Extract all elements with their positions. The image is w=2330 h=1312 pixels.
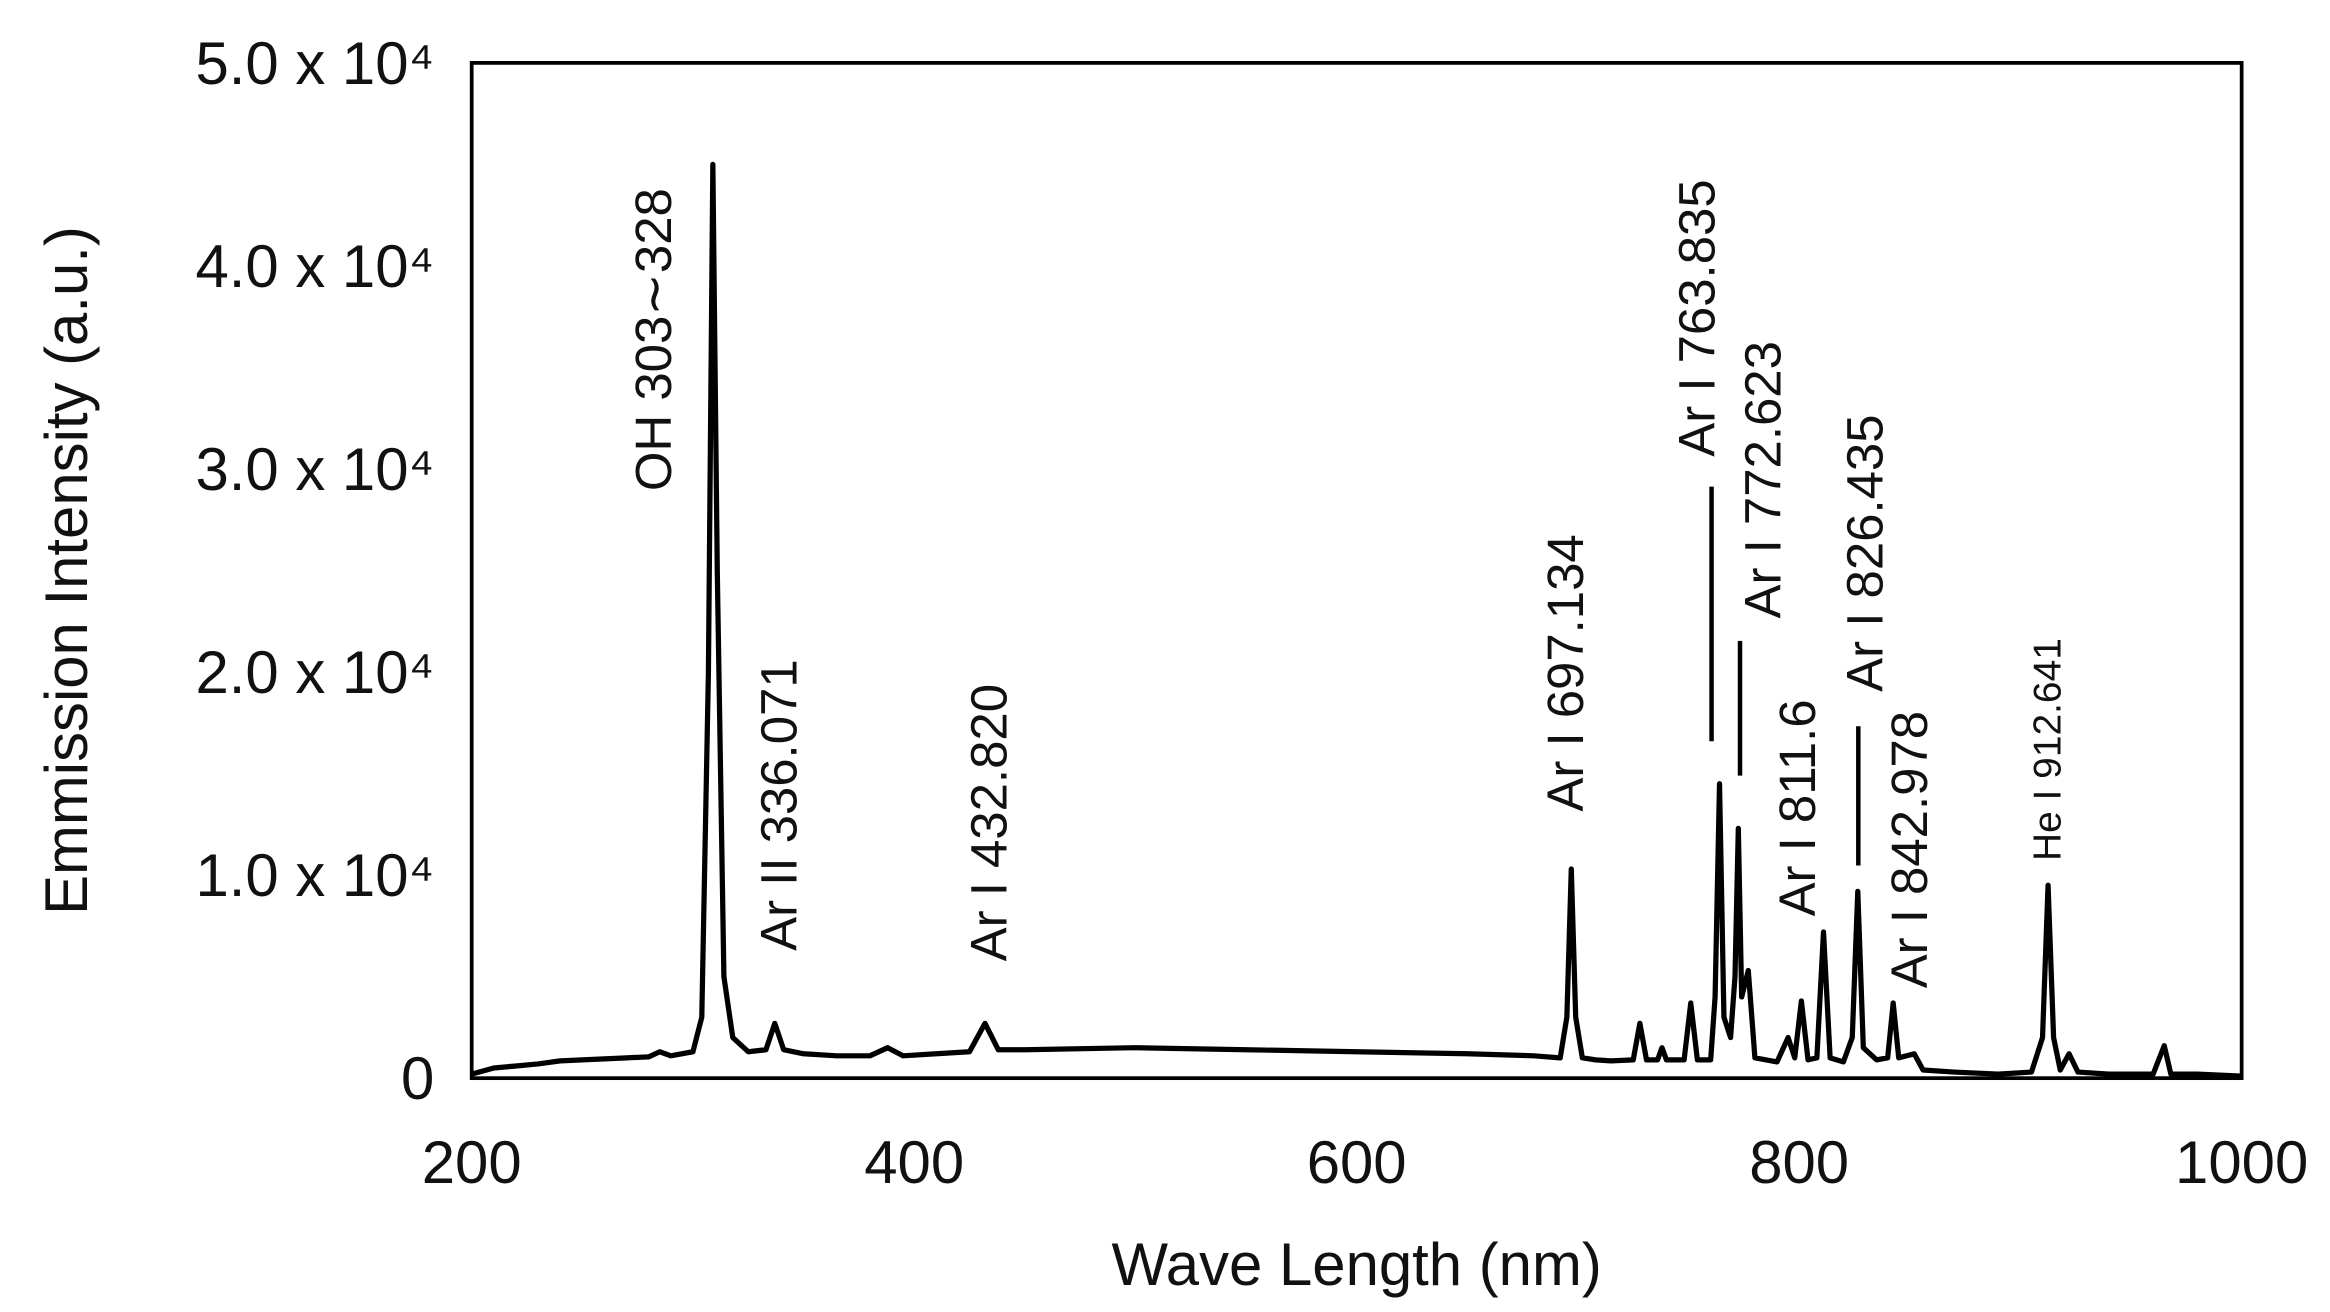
y-axis-title: Emmission Intensity (a.u.) [33, 226, 100, 915]
y-tick-label: 5.0 x 10⁴ [195, 30, 434, 97]
peak-annotation: He I 912.641 [2026, 638, 2069, 861]
x-tick-label: 800 [1749, 1129, 1849, 1196]
x-tick-label: 400 [864, 1129, 964, 1196]
y-tick-label: 2.0 x 10⁴ [195, 639, 434, 706]
peak-annotation: Ar I 432.820 [960, 684, 1017, 961]
x-tick-label: 200 [422, 1129, 522, 1196]
plot-root: Wave Length (nm) Emmission Intensity (a.… [33, 30, 2308, 1298]
y-tick-label: 3.0 x 10⁴ [195, 436, 434, 503]
y-tick-label: 0 [401, 1045, 434, 1112]
peak-annotation: Ar I 811.6 [1769, 699, 1826, 916]
peak-annotation: OH 303∼328 [625, 188, 682, 491]
spectrum-line [470, 161, 2242, 1079]
x-axis-title: Wave Length (nm) [1112, 1231, 1602, 1298]
y-tick-label: 4.0 x 10⁴ [195, 233, 434, 300]
x-tick-label: 1000 [2175, 1129, 2308, 1196]
peak-annotation: Ar I 763.835 [1669, 179, 1726, 456]
peak-annotation: Ar I 826.435 [1836, 414, 1893, 691]
peak-annotation: Ar I 842.978 [1881, 711, 1938, 988]
plot-frame [469, 61, 2244, 1081]
peak-annotation: Ar II 336.071 [751, 659, 808, 951]
peak-annotation: Ar I 697.134 [1537, 534, 1594, 811]
peak-annotation: Ar I 772.623 [1734, 341, 1791, 618]
x-tick-label: 600 [1307, 1129, 1407, 1196]
y-tick-label: 1.0 x 10⁴ [195, 842, 434, 909]
